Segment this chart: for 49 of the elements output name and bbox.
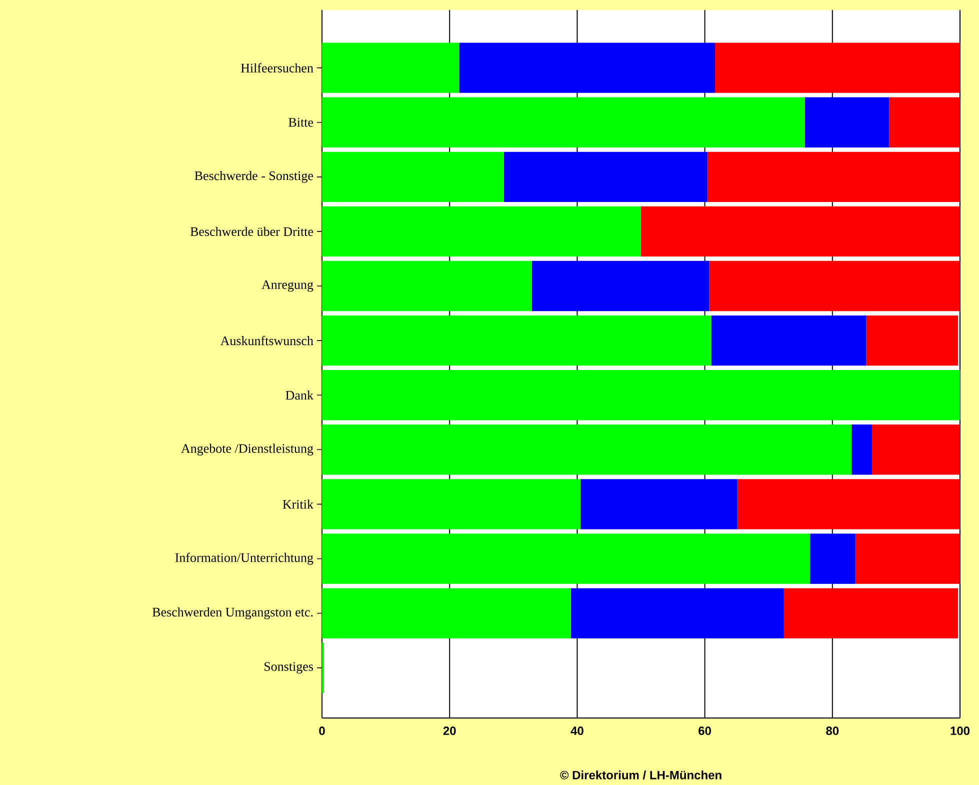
y-tick-label: Sonstiges: [264, 662, 314, 674]
y-tick-label: Beschwerden Umgangston etc.: [152, 607, 313, 620]
bar: [641, 206, 960, 257]
bar: [322, 260, 532, 312]
bar: [322, 370, 960, 420]
bar: [322, 479, 580, 530]
bar: [784, 588, 958, 638]
bar: [852, 424, 872, 475]
y-tick-label: Dank: [286, 390, 314, 400]
text: © Direktorium / LH-München: [560, 770, 722, 780]
y-tick-label: Anregung: [262, 280, 314, 292]
bar: [872, 424, 960, 475]
x-tick-label: 60: [698, 726, 711, 736]
bar: [580, 479, 738, 530]
x-tick-label: 0: [319, 726, 325, 736]
x-tick-label: 80: [826, 726, 839, 736]
bar: [459, 42, 716, 93]
x-tick-label: 20: [443, 726, 456, 736]
y-tick-label: Information/Unterrichtung: [175, 552, 314, 565]
y-tick-label: Auskunftswunsch: [220, 336, 314, 346]
bar: [322, 97, 805, 148]
y-tick-label: Angebote /Dienstleistung: [181, 444, 314, 456]
bar: [707, 152, 960, 202]
bar: [709, 260, 960, 312]
bar: [804, 97, 890, 148]
bar: [322, 534, 810, 584]
y-tick-label: Bitte: [288, 118, 314, 127]
x-tick-label: 100: [950, 726, 970, 736]
bar: [504, 152, 708, 202]
bar: [322, 424, 852, 475]
x-tick-label: 40: [570, 726, 584, 736]
bar: [322, 206, 642, 257]
bar: [889, 97, 960, 148]
bar: [322, 42, 460, 93]
bar: [855, 534, 960, 584]
bar: [711, 315, 866, 366]
y-tick-label: Beschwerde über Dritte: [190, 226, 314, 236]
y-tick-label: Beschwerde - Sonstige: [194, 171, 314, 183]
y-tick-label: Hilfeersuchen: [240, 63, 314, 72]
bar: [737, 479, 960, 530]
bar: [532, 260, 710, 312]
y-tick-label: Kritik: [282, 500, 314, 509]
bar: [322, 315, 712, 366]
bar: [322, 588, 571, 638]
bar: [322, 152, 504, 202]
bar: [866, 315, 958, 366]
bar: [715, 42, 960, 93]
bar: [570, 588, 784, 638]
bar: [810, 534, 856, 584]
